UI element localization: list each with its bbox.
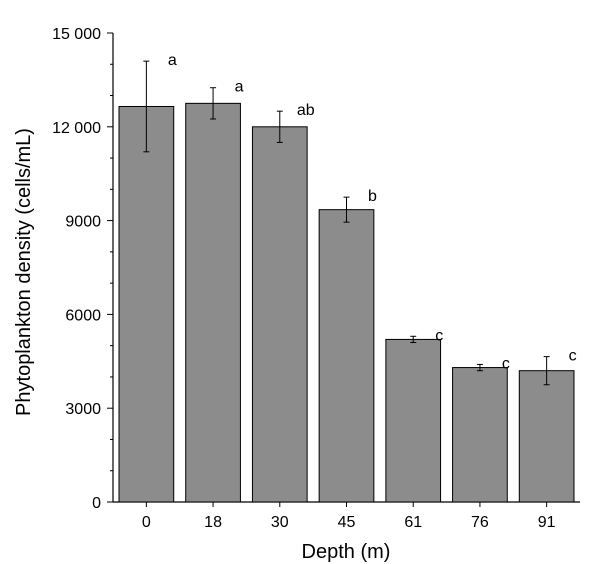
y-tick-label: 12 000 bbox=[52, 120, 101, 137]
bar-depth-30 bbox=[251, 126, 308, 503]
significance-label: a bbox=[235, 79, 244, 96]
x-axis: 0 18 30 45 61 76 91 bbox=[113, 501, 580, 531]
x-tick-label: 18 bbox=[204, 514, 222, 531]
bar-depth-91 bbox=[518, 370, 575, 503]
y-tick-label: 3000 bbox=[65, 401, 101, 418]
bar-depth-0 bbox=[118, 105, 175, 503]
y-axis-title: Phytoplankton density (cells/mL) bbox=[13, 128, 35, 416]
y-tick-label: 0 bbox=[92, 495, 101, 512]
bars: a a ab b c c c bbox=[118, 52, 577, 503]
bar-depth-18 bbox=[185, 102, 241, 503]
x-tick-label: 45 bbox=[338, 514, 356, 531]
x-tick-label: 91 bbox=[538, 514, 556, 531]
significance-label: ab bbox=[297, 102, 315, 119]
significance-label: c bbox=[435, 327, 443, 344]
bar-depth-61 bbox=[385, 338, 442, 503]
x-tick-label: 76 bbox=[471, 514, 489, 531]
bar-depth-76 bbox=[452, 367, 508, 503]
y-axis: 0 3000 6000 9000 12 000 15 000 bbox=[52, 26, 114, 512]
significance-label: b bbox=[368, 188, 377, 205]
y-tick-label: 6000 bbox=[65, 307, 101, 324]
y-tick-label: 15 000 bbox=[52, 26, 101, 43]
significance-label: c bbox=[569, 348, 577, 365]
bar-depth-45 bbox=[318, 209, 375, 503]
x-tick-label: 30 bbox=[271, 514, 289, 531]
x-axis-title: Depth (m) bbox=[302, 541, 391, 563]
x-tick-label: 61 bbox=[404, 514, 422, 531]
x-tick-label: 0 bbox=[142, 514, 151, 531]
significance-label: c bbox=[502, 355, 510, 372]
y-tick-label: 9000 bbox=[65, 214, 101, 231]
significance-label: a bbox=[168, 52, 177, 69]
